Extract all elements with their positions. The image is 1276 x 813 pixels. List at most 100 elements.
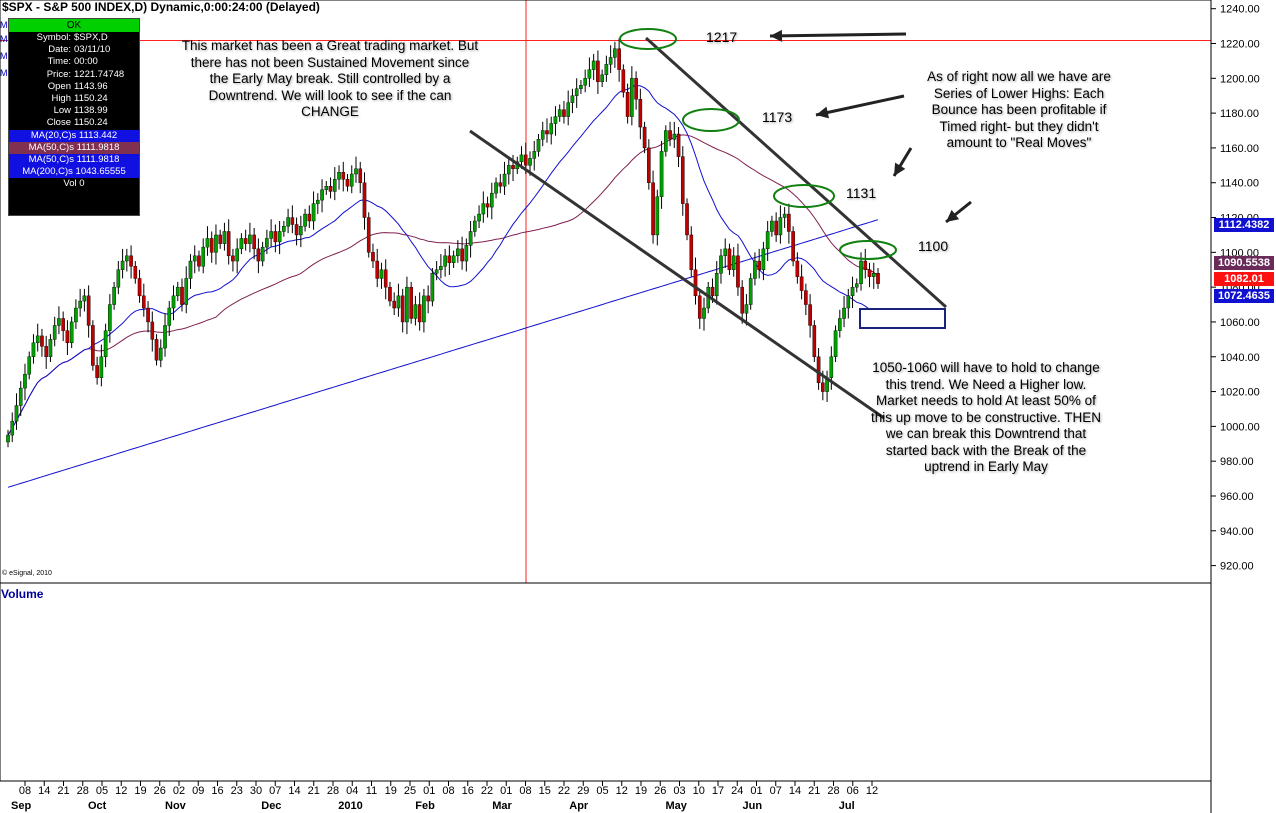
x-month-label: Oct [88,800,107,812]
x-tick-label: 16 [462,785,474,797]
candle-body [103,330,108,357]
level-label-1100: 1100 [918,238,949,254]
candle-body [765,231,770,250]
annotation-arrow-head [816,106,829,119]
x-tick-label: 07 [269,785,281,797]
info-row-low: Low 1138.99 [9,105,139,117]
candle-body [409,286,413,319]
candle-body [536,139,541,152]
info-key: Symbol: [36,32,71,43]
candle-body [791,231,795,262]
info-row-date: Date: 03/11/10 [9,44,139,56]
candle-body [307,213,312,222]
candle-body [129,255,133,267]
x-tick-label: 19 [635,785,647,797]
x-tick-label: 09 [192,785,204,797]
candle-body [120,260,125,270]
x-tick-label: 21 [308,785,320,797]
candle-body [44,346,48,357]
candle-body [871,273,876,277]
price-tag-ma50: 1112.4382 [1214,218,1274,232]
level-label-1173: 1173 [762,109,793,125]
candle-body [782,213,787,218]
status-ok[interactable]: OK [9,19,139,32]
drawn-annotations [469,28,972,420]
y-tick-label: 980.00 [1220,456,1254,468]
x-tick-label: 08 [442,785,454,797]
candle-body [91,325,95,366]
cursor-info-panel: OK Symbol: $SPX,D Date: 03/11/10 Time: 00:0… [8,18,140,216]
candle-body [511,165,515,170]
candle-body [473,220,477,232]
candle-body [821,382,825,392]
info-row-price: Price: 1221.74748 [9,69,139,81]
candle-body [209,238,214,253]
x-month-label: Dec [261,800,281,812]
annotation-arrow-head [946,209,960,222]
candle-body [583,78,587,86]
candle-body [829,356,834,378]
candle-body [523,154,528,166]
info-row-high: High 1150.24 [9,93,139,105]
candle-body [146,307,150,323]
candle-body [354,168,358,175]
x-tick-label: 02 [173,785,185,797]
x-tick-label: 14 [38,785,50,797]
candle-body [175,286,180,297]
candle-body [540,130,545,140]
candle-body [192,255,197,262]
candle-body [680,156,685,204]
candle-body [417,304,422,323]
candle-body [65,330,70,344]
candle-body [613,48,617,58]
info-row-close: Close 1150.24 [9,117,139,129]
candle-body [506,165,511,175]
candle-body [256,248,261,262]
candle-body [723,248,728,257]
x-tick-label: 16 [211,785,223,797]
y-tick-label: 1160.00 [1220,143,1259,155]
candle-body [226,231,231,257]
candle-body [137,278,142,297]
candle-body [867,269,872,277]
y-tick-label: 1200.00 [1220,73,1260,85]
candle-body [290,217,295,225]
candle-body [562,109,566,117]
info-row-symbol: Symbol: $SPX,D [9,32,139,44]
candle-body [248,234,252,244]
candle-body [757,260,761,270]
candle-body [116,269,121,288]
candle-body [532,151,537,159]
info-value: 1221.74748 [74,68,125,80]
x-tick-label: 08 [19,785,31,797]
x-tick-label: 28 [77,785,89,797]
candle-body [808,304,812,326]
candle-body [180,286,184,305]
info-key: Date: [48,44,71,56]
candle-body [863,260,868,270]
x-tick-label: 28 [327,785,339,797]
candle-body [549,123,554,135]
candle-body [439,266,443,270]
ma50-readout-2: MA(50,C)s 1111.9818 [9,153,139,167]
x-tick-label: 24 [731,785,743,797]
candle-body [761,248,766,270]
downtrend-upper-line [644,36,948,309]
x-tick-label: 25 [404,785,416,797]
price-tag-last: 1082.01 [1214,272,1274,286]
ma200-line [7,219,879,488]
info-value: 00:00 [74,56,98,68]
ma200-readout: MA(200,C)s 1043.65555 [9,166,139,179]
x-tick-label: 10 [693,785,705,797]
candle-body [82,295,87,302]
candle-body [294,224,299,236]
candle-body [371,252,375,262]
candle-body [838,318,842,331]
peak-highlight-ellipse [682,108,740,132]
candle-body [52,325,57,340]
info-row-time: Time: 00:00 [9,56,139,68]
x-month-label: Jul [839,800,855,812]
candle-body [748,278,753,305]
info-key: High [51,92,71,104]
